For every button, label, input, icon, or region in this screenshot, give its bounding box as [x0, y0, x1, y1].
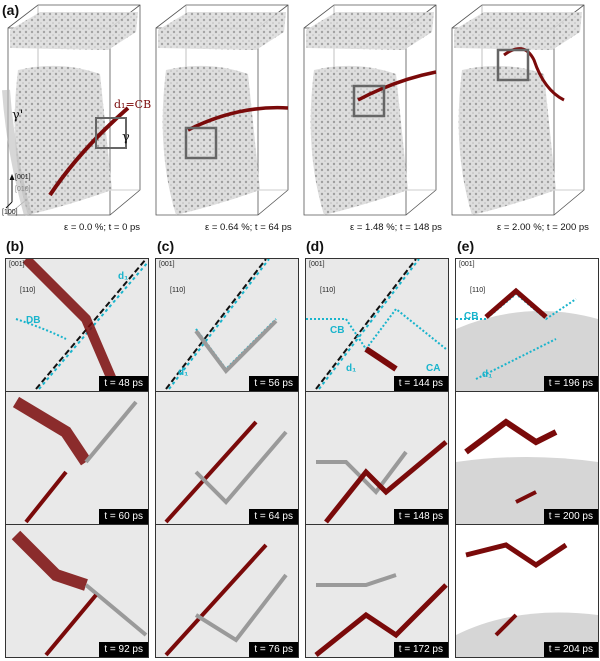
- time-b3: t = 92 ps: [99, 642, 148, 657]
- time-d2: t = 148 ps: [393, 509, 448, 524]
- time-c2: t = 64 ps: [249, 509, 298, 524]
- time-e3: t = 204 ps: [543, 642, 598, 657]
- time-d3: t = 172 ps: [393, 642, 448, 657]
- panel-e3: t = 204 ps: [455, 524, 599, 658]
- gamma-prime-label: γ': [12, 108, 24, 123]
- panel-d2: t = 148 ps: [305, 391, 449, 525]
- axis-indicator-b1: [001] [110]: [9, 261, 36, 294]
- row-a-boxes: [2, 4, 585, 217]
- caption-box-2: ε = 0.64 %; t = 64 ps: [205, 222, 292, 233]
- box-1: [2, 4, 141, 217]
- time-b1: t = 48 ps: [99, 376, 148, 391]
- dislocation-label: d₁=CB: [114, 98, 152, 111]
- gamma-label: γ: [122, 130, 130, 145]
- panel-b1: [001] [110] d₁ DB t = 48 ps: [5, 258, 149, 392]
- panel-d3: t = 172 ps: [305, 524, 449, 658]
- panel-c2: t = 64 ps: [155, 391, 299, 525]
- time-c3: t = 76 ps: [249, 642, 298, 657]
- panel-label-d: (d): [306, 238, 324, 254]
- panel-d1: [001] [110] CB d₁ CA t = 144 ps: [305, 258, 449, 392]
- caption-box-3: ε = 1.48 %; t = 148 ps: [350, 222, 442, 233]
- box-2: [155, 4, 289, 216]
- axis-100-label: [100]: [2, 209, 18, 216]
- caption-box-1: ε = 0.0 %; t = 0 ps: [64, 222, 141, 233]
- time-b2: t = 60 ps: [99, 509, 148, 524]
- panel-c1: [001] [110] d₁ t = 56 ps: [155, 258, 299, 392]
- tag-ca-d: CA: [426, 363, 441, 374]
- tag-cb-d: CB: [330, 325, 345, 336]
- panel-label-c: (c): [157, 238, 175, 254]
- tag-d1-b: d₁: [118, 271, 129, 282]
- box-3: [303, 4, 437, 216]
- tag-cb-e: CB: [464, 311, 479, 322]
- axis-001-label: [001]: [15, 174, 31, 181]
- time-e1: t = 196 ps: [543, 376, 598, 391]
- axis-triad: [5, 174, 15, 209]
- panel-label-a: (a): [2, 2, 20, 18]
- panel-e2: t = 200 ps: [455, 391, 599, 525]
- axis-indicator-c1: [001] [110]: [159, 261, 186, 294]
- axis-indicator-e1: [001] [110]: [459, 261, 486, 294]
- box-4: [451, 4, 585, 216]
- time-d1: t = 144 ps: [393, 376, 448, 391]
- tag-d1-e: d₁: [482, 369, 493, 380]
- panel-b2: t = 60 ps: [5, 391, 149, 525]
- panel-label-b: (b): [6, 238, 24, 254]
- tag-db-b: DB: [26, 315, 41, 326]
- panel-c3: t = 76 ps: [155, 524, 299, 658]
- axis-010-label: [010]: [15, 186, 31, 193]
- panel-label-e: (e): [457, 238, 475, 254]
- tag-d1-d: d₁: [346, 363, 357, 374]
- tag-d1-c: d₁: [178, 367, 189, 378]
- caption-box-4: ε = 2.00 %; t = 200 ps: [497, 222, 589, 233]
- panel-b3: t = 92 ps: [5, 524, 149, 658]
- panel-e1: [001] [110] CB d₁ t = 196 ps: [455, 258, 599, 392]
- axis-indicator-d1: [001] [110]: [309, 261, 336, 294]
- time-c1: t = 56 ps: [249, 376, 298, 391]
- time-e2: t = 200 ps: [543, 509, 598, 524]
